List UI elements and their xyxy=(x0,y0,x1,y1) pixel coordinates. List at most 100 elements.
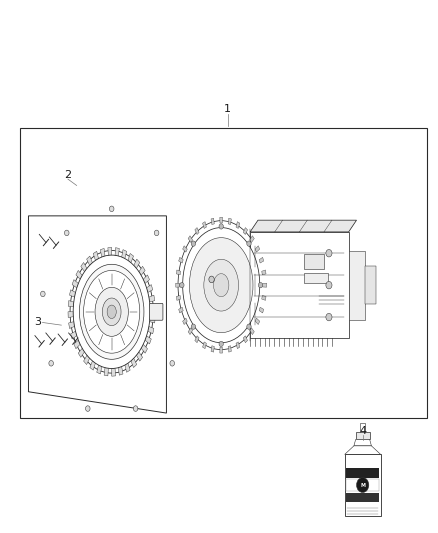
Polygon shape xyxy=(259,257,264,263)
Polygon shape xyxy=(148,326,154,334)
Bar xyxy=(365,266,376,304)
Text: 1: 1 xyxy=(224,104,231,114)
Polygon shape xyxy=(134,259,140,269)
Polygon shape xyxy=(28,216,166,413)
Polygon shape xyxy=(69,321,75,328)
Polygon shape xyxy=(255,318,260,325)
Polygon shape xyxy=(262,270,266,275)
Polygon shape xyxy=(250,328,254,335)
Polygon shape xyxy=(195,228,199,235)
Ellipse shape xyxy=(189,238,253,333)
Polygon shape xyxy=(354,439,371,446)
Polygon shape xyxy=(220,348,223,353)
Circle shape xyxy=(247,241,251,246)
Polygon shape xyxy=(263,283,267,287)
Polygon shape xyxy=(243,228,247,235)
Polygon shape xyxy=(87,256,92,265)
Polygon shape xyxy=(70,290,76,297)
Polygon shape xyxy=(139,266,145,276)
Polygon shape xyxy=(250,220,357,232)
Bar xyxy=(20,128,427,418)
Circle shape xyxy=(326,249,332,257)
Polygon shape xyxy=(259,307,264,313)
Polygon shape xyxy=(81,263,87,272)
Polygon shape xyxy=(104,367,108,376)
Polygon shape xyxy=(128,254,134,263)
Circle shape xyxy=(357,478,369,492)
Polygon shape xyxy=(74,340,80,349)
Circle shape xyxy=(49,360,53,366)
Circle shape xyxy=(85,406,90,411)
Polygon shape xyxy=(345,446,381,454)
Polygon shape xyxy=(188,328,193,335)
Polygon shape xyxy=(228,218,231,224)
Polygon shape xyxy=(183,246,187,252)
Polygon shape xyxy=(143,275,149,284)
Polygon shape xyxy=(220,217,223,223)
Polygon shape xyxy=(228,346,231,352)
Ellipse shape xyxy=(183,228,260,343)
Circle shape xyxy=(209,276,214,282)
Polygon shape xyxy=(112,368,116,376)
Polygon shape xyxy=(76,270,82,279)
Bar xyxy=(250,232,349,338)
Bar xyxy=(304,273,328,283)
Polygon shape xyxy=(177,270,180,275)
Polygon shape xyxy=(125,363,130,372)
Polygon shape xyxy=(202,222,206,229)
Circle shape xyxy=(154,230,159,236)
Polygon shape xyxy=(118,366,123,375)
Circle shape xyxy=(170,360,174,366)
Ellipse shape xyxy=(79,264,144,359)
Polygon shape xyxy=(68,312,74,318)
Ellipse shape xyxy=(102,298,121,326)
Circle shape xyxy=(64,230,69,236)
Polygon shape xyxy=(211,218,214,224)
Polygon shape xyxy=(177,295,180,301)
Bar xyxy=(346,468,379,478)
Polygon shape xyxy=(236,342,240,349)
Ellipse shape xyxy=(178,221,265,350)
Circle shape xyxy=(180,282,184,288)
Polygon shape xyxy=(176,283,180,287)
Polygon shape xyxy=(100,248,105,257)
Text: 2: 2 xyxy=(64,170,71,180)
Circle shape xyxy=(191,324,196,329)
Ellipse shape xyxy=(95,287,128,336)
Polygon shape xyxy=(145,336,151,344)
Polygon shape xyxy=(250,236,254,243)
Bar xyxy=(345,454,381,516)
Ellipse shape xyxy=(204,259,239,311)
Polygon shape xyxy=(243,336,247,343)
Polygon shape xyxy=(72,280,78,288)
Circle shape xyxy=(258,282,263,288)
Polygon shape xyxy=(90,361,95,370)
Polygon shape xyxy=(108,247,112,256)
Ellipse shape xyxy=(70,251,153,373)
Polygon shape xyxy=(97,365,102,374)
Polygon shape xyxy=(93,252,99,261)
Bar xyxy=(304,254,324,269)
Polygon shape xyxy=(149,317,155,323)
Polygon shape xyxy=(68,301,74,307)
Circle shape xyxy=(326,313,332,321)
Polygon shape xyxy=(179,307,183,313)
FancyBboxPatch shape xyxy=(149,303,163,320)
Polygon shape xyxy=(146,285,153,293)
Polygon shape xyxy=(211,346,214,352)
Polygon shape xyxy=(195,336,199,343)
Text: 4: 4 xyxy=(359,426,366,435)
Polygon shape xyxy=(202,342,206,349)
Bar xyxy=(360,423,365,434)
Polygon shape xyxy=(150,306,155,312)
Bar xyxy=(346,493,379,502)
Circle shape xyxy=(326,281,332,289)
Polygon shape xyxy=(188,236,193,243)
Circle shape xyxy=(178,291,183,297)
Circle shape xyxy=(110,206,114,212)
Polygon shape xyxy=(141,344,148,353)
Polygon shape xyxy=(148,295,155,302)
Circle shape xyxy=(247,324,251,329)
Bar xyxy=(356,432,370,439)
Polygon shape xyxy=(255,246,260,252)
